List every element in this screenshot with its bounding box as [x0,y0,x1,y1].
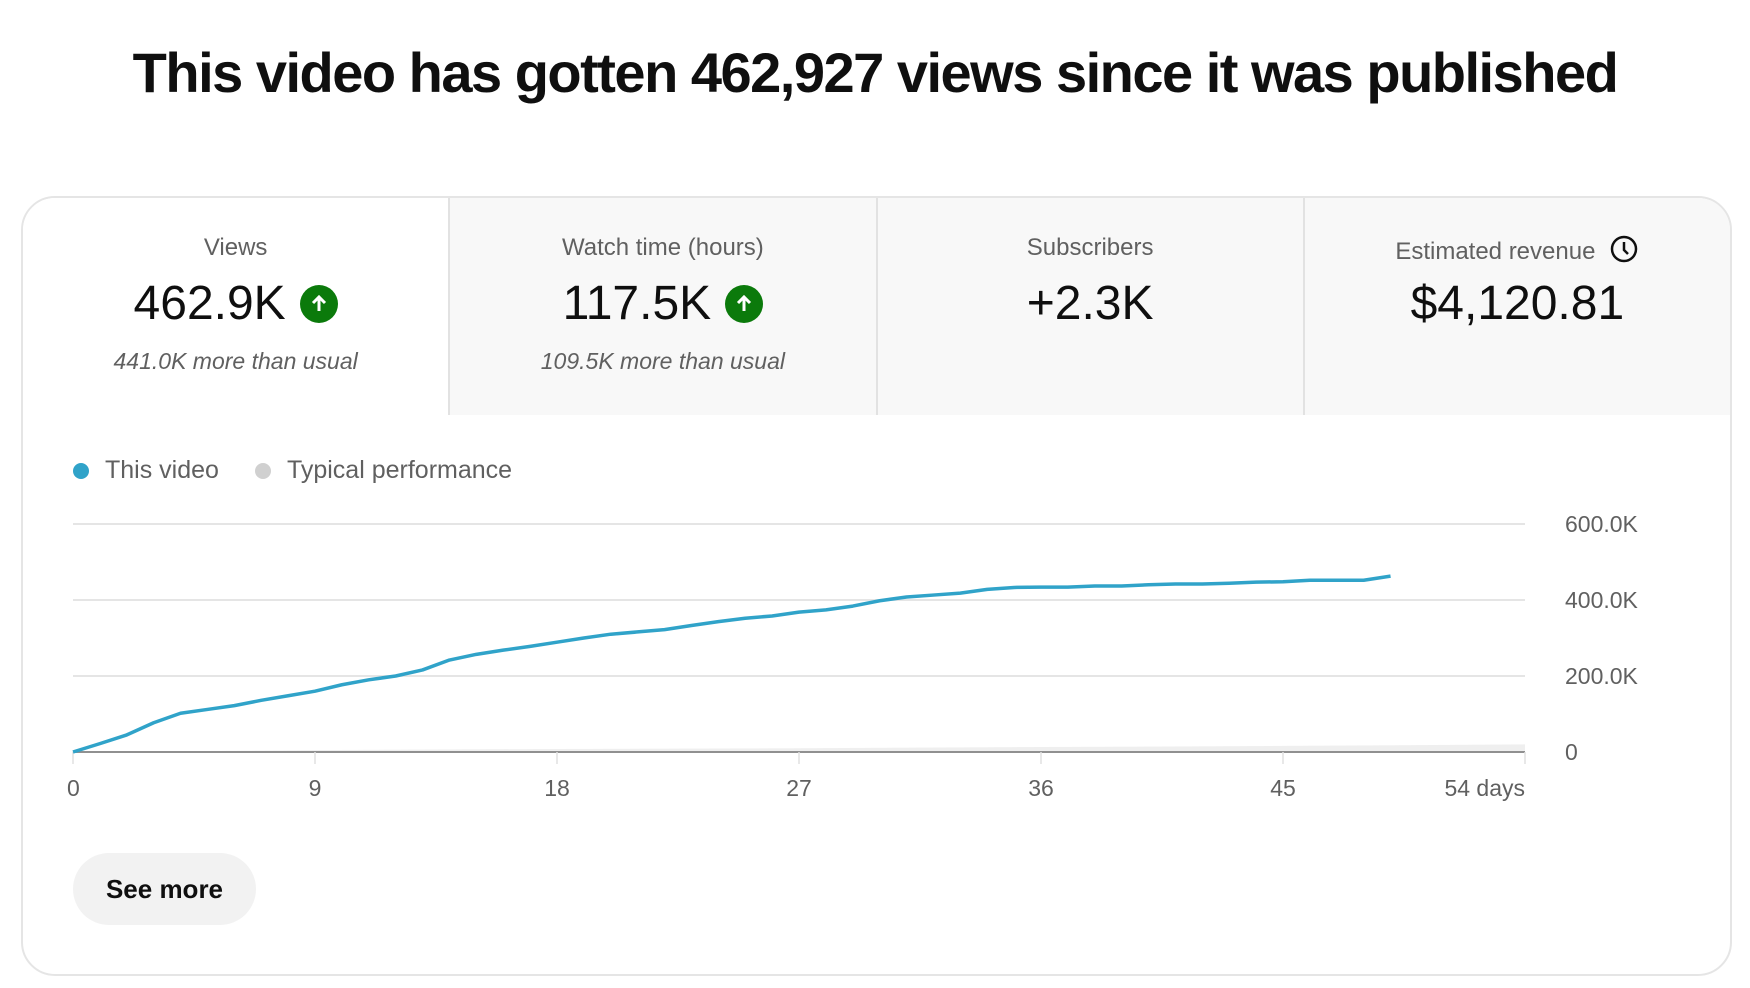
metric-value: +2.3K [1026,277,1154,330]
typical-performance-band [73,744,1525,752]
x-tick-label: 36 [1028,775,1054,801]
line-chart: 0 200.0K 400.0K 600.0K 0 9 18 27 36 45 54 days [67,511,1639,801]
x-tick-label: 54 days [1444,775,1525,801]
legend-dot [254,463,271,480]
metric-label-row: Estimated revenue [1305,234,1730,271]
chart-legend: This video Typical performance [73,456,512,485]
arrow-up-icon [299,284,338,323]
y-tick-label: 400.0K [1565,587,1639,613]
see-more-button[interactable]: See more [73,853,256,925]
x-tick-label: 27 [786,775,812,801]
metric-value: 117.5K [562,277,712,330]
metric-value: 462.9K [133,277,286,330]
tab-subscribers[interactable]: Subscribers +2.3K [875,198,1303,415]
tab-views[interactable]: Views 462.9K 441.0K more than usual [23,198,449,415]
metric-value: $4,120.81 [1410,277,1625,330]
legend-label: This video [105,456,219,484]
y-tick-label: 200.0K [1565,663,1639,689]
legend-item-this-video: This video [73,456,219,485]
y-tick-label: 600.0K [1565,511,1639,537]
metric-note: 441.0K more than usual [113,348,358,374]
legend-dot [73,463,89,480]
tab-watch-time[interactable]: Watch time (hours) 117.5K 109.5K more th… [448,198,876,415]
metric-tabs: Views 462.9K 441.0K more than usual Watc… [23,198,1730,415]
x-tick-label: 45 [1270,775,1296,801]
analytics-card: Views 462.9K 441.0K more than usual Watc… [21,196,1732,976]
this-video-line [72,574,1391,754]
page-title: This video has gotten 462,927 views sinc… [132,41,1619,104]
arrow-up-icon [725,284,764,323]
clock-icon [1609,234,1639,271]
metric-value-row: 462.9K [23,276,448,331]
metric-value-row: $4,120.81 [1305,276,1730,331]
x-tick-label: 9 [309,775,322,801]
tab-estimated-revenue[interactable]: Estimated revenue $4,120.81 [1302,198,1730,415]
metric-label: Estimated revenue [1395,237,1596,265]
legend-label: Typical performance [286,456,513,484]
metric-value-row: +2.3K [878,276,1303,331]
legend-item-typical: Typical performance [254,456,513,485]
metric-label: Subscribers [1026,234,1154,261]
metric-note: 109.5K more than usual [540,348,785,374]
metric-value-row: 117.5K [450,276,875,331]
x-tick-label: 18 [544,775,570,801]
y-tick-label: 0 [1565,739,1578,765]
metric-label: Views [203,234,268,261]
metric-label: Watch time (hours) [561,234,764,261]
x-tick-label: 0 [67,775,80,801]
